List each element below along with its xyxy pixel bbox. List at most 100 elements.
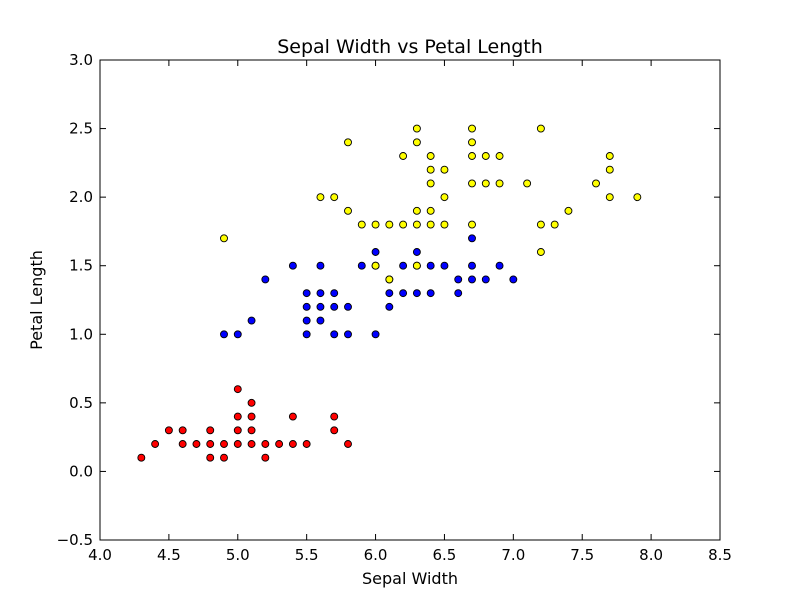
data-point xyxy=(330,193,339,202)
data-point xyxy=(371,330,380,339)
data-point xyxy=(247,440,256,448)
data-point xyxy=(316,261,325,270)
data-point xyxy=(412,206,421,215)
y-tick-label: 0.5 xyxy=(69,394,93,412)
data-point xyxy=(233,385,242,394)
data-point xyxy=(357,261,366,270)
data-point xyxy=(495,179,504,188)
data-point xyxy=(302,302,311,311)
x-tick-label: 6.0 xyxy=(364,546,388,564)
data-point xyxy=(330,426,339,435)
data-point xyxy=(536,220,545,229)
data-point xyxy=(220,234,228,243)
y-tick-label: 1.0 xyxy=(69,325,93,343)
data-point xyxy=(385,289,394,298)
data-point xyxy=(495,152,504,160)
data-point xyxy=(426,289,435,298)
data-point xyxy=(344,206,352,215)
data-point xyxy=(385,220,394,229)
data-point xyxy=(440,165,449,174)
data-point xyxy=(468,234,476,243)
x-tick-label: 5.0 xyxy=(226,546,250,564)
data-point xyxy=(605,193,614,202)
data-point xyxy=(275,440,284,448)
data-point xyxy=(178,426,187,435)
data-point xyxy=(426,261,435,270)
data-point xyxy=(550,220,559,229)
data-point xyxy=(399,261,408,270)
data-point xyxy=(426,220,435,229)
data-point xyxy=(605,165,614,174)
data-point xyxy=(344,302,352,311)
data-point xyxy=(468,124,476,133)
data-point xyxy=(399,220,408,229)
x-tick-label: 7.0 xyxy=(501,546,525,564)
data-point xyxy=(440,193,449,202)
data-point xyxy=(137,453,146,462)
data-point xyxy=(233,440,242,448)
plot-frame xyxy=(99,59,721,541)
x-tick-label: 8.5 xyxy=(708,546,732,564)
data-point xyxy=(371,261,380,270)
y-axis-label: Petal Length xyxy=(27,250,46,350)
data-point xyxy=(481,275,490,284)
data-point xyxy=(412,138,421,147)
chart-title: Sepal Width vs Petal Length xyxy=(277,36,543,58)
data-point xyxy=(385,302,394,311)
axis-ticks: 4.0 4.5 5.0 5.5 6.0 6.5 7.0 7.5 8.0 8.5 −0.5 0.0 0.5… xyxy=(57,51,732,564)
data-point xyxy=(233,426,242,435)
data-point xyxy=(330,302,339,311)
data-point xyxy=(509,275,518,284)
data-points xyxy=(137,124,642,462)
data-point xyxy=(412,248,421,256)
x-tick-label: 4.5 xyxy=(157,546,181,564)
data-point xyxy=(261,275,270,284)
x-tick-label: 4.0 xyxy=(88,546,112,564)
data-point xyxy=(220,453,228,462)
data-point xyxy=(412,289,421,298)
data-point xyxy=(412,261,421,270)
data-point xyxy=(247,426,256,435)
data-point xyxy=(261,440,270,448)
data-point xyxy=(302,289,311,298)
data-point xyxy=(454,275,463,284)
data-point xyxy=(206,440,215,448)
data-point xyxy=(344,330,352,339)
data-point xyxy=(371,220,380,229)
data-point xyxy=(206,426,215,435)
data-point xyxy=(385,275,394,284)
data-point xyxy=(468,179,476,188)
data-point xyxy=(164,426,173,435)
data-point xyxy=(495,261,504,270)
data-point xyxy=(302,316,311,325)
data-point xyxy=(330,330,339,339)
x-axis-label: Sepal Width xyxy=(362,569,458,588)
data-point xyxy=(247,412,256,421)
data-point xyxy=(399,289,408,298)
data-point xyxy=(412,220,421,229)
data-point xyxy=(523,179,532,188)
data-point xyxy=(605,152,614,160)
data-point xyxy=(426,165,435,174)
y-tick-label: −0.5 xyxy=(57,531,93,549)
data-point xyxy=(468,220,476,229)
y-tick-label: 0.0 xyxy=(69,462,93,480)
data-point xyxy=(468,152,476,160)
data-point xyxy=(481,152,490,160)
data-point xyxy=(481,179,490,188)
x-tick-label: 6.5 xyxy=(433,546,457,564)
data-point xyxy=(302,440,311,448)
data-point xyxy=(426,179,435,188)
data-point xyxy=(357,220,366,229)
data-point xyxy=(316,193,325,202)
y-tick-label: 1.5 xyxy=(69,257,93,275)
data-point xyxy=(440,220,449,229)
data-point xyxy=(426,206,435,215)
data-point xyxy=(288,261,297,270)
data-point xyxy=(454,289,463,298)
data-point xyxy=(412,124,421,133)
data-point xyxy=(261,453,270,462)
data-point xyxy=(288,440,297,448)
